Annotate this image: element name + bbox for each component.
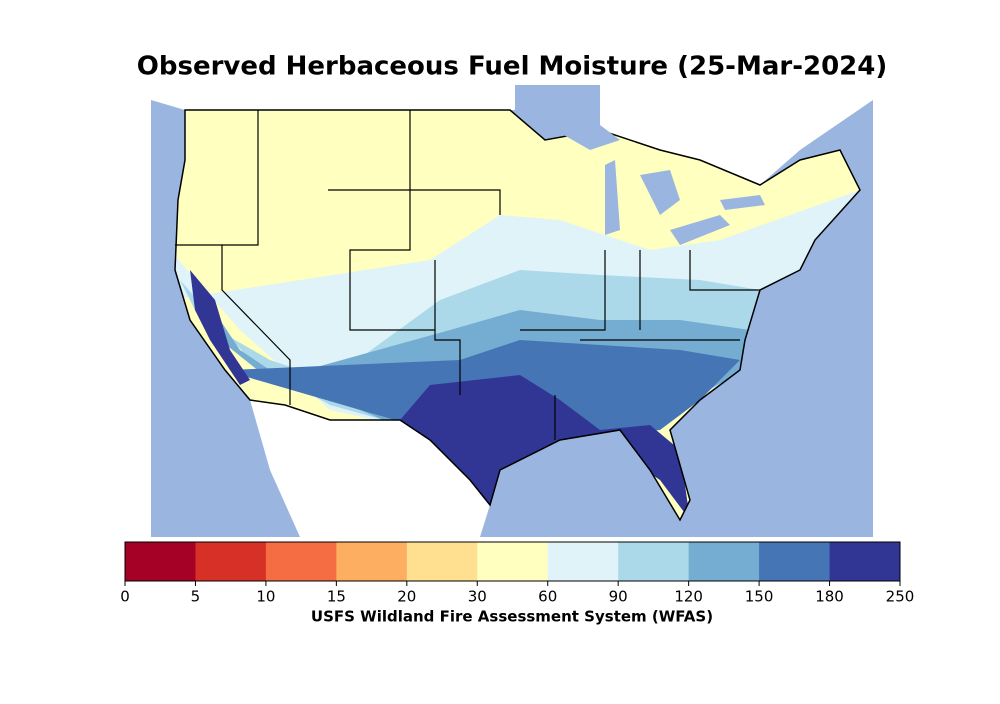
- map-title: Observed Herbaceous Fuel Moisture (25-Ma…: [137, 52, 887, 82]
- colorbar-segment: [618, 542, 690, 581]
- colorbar-tick-label: 90: [609, 588, 628, 606]
- colorbar-tick-label: 60: [538, 588, 557, 606]
- colorbar-tick-label: 120: [674, 588, 703, 606]
- canada-east: [600, 85, 873, 185]
- colorbar-tick-label: 0: [120, 588, 130, 606]
- colorbar-segment: [406, 542, 478, 581]
- colorbar-frame: [124, 541, 901, 582]
- colorbar-segment: [829, 542, 901, 581]
- great-lakes: [555, 125, 765, 245]
- map: [151, 85, 873, 537]
- colorbar-label: USFS Wildland Fire Assessment System (WF…: [311, 608, 713, 626]
- colorbar-tick-label: 5: [191, 588, 201, 606]
- colorbar-tick-label: 150: [745, 588, 774, 606]
- us-outline: [174, 109, 861, 522]
- canada: [151, 85, 515, 110]
- colorbar: 0 5 10 15 20 30 60 90 120 150 180 250: [120, 541, 915, 606]
- colorbar-tick-label: 30: [468, 588, 487, 606]
- colorbar-tick-label: 250: [886, 588, 915, 606]
- colorbar-segment: [336, 542, 408, 581]
- colorbar-segment: [195, 542, 267, 581]
- colorbar-segment: [265, 542, 337, 581]
- state-lines: [175, 110, 760, 440]
- colorbar-tick-label: 180: [815, 588, 844, 606]
- colorbar-segment: [547, 542, 619, 581]
- colorbar-segment: [688, 542, 760, 581]
- colorbar-segment: [477, 542, 549, 581]
- colorbar-segment: [759, 542, 831, 581]
- colorbar-segment: [125, 542, 196, 581]
- colorbar-tick-label: 10: [256, 588, 275, 606]
- mexico: [250, 400, 490, 537]
- colorbar-tick-label: 20: [397, 588, 416, 606]
- colorbar-tick-label: 15: [327, 588, 346, 606]
